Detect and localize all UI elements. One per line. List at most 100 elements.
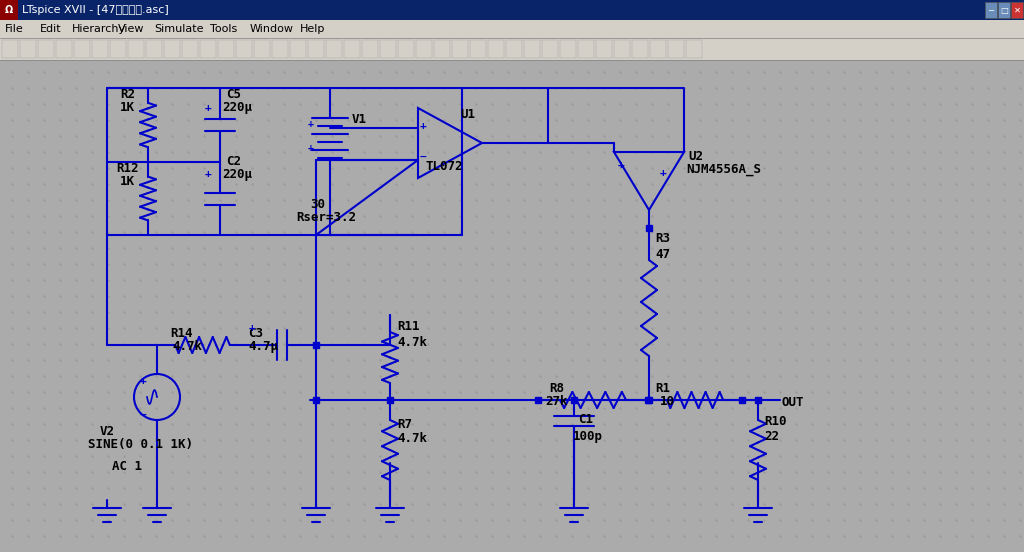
Text: +: +	[205, 103, 212, 113]
Text: C2: C2	[226, 155, 241, 168]
Text: Rser=3.2: Rser=3.2	[296, 211, 356, 224]
Text: 4.7μ: 4.7μ	[248, 340, 278, 353]
Bar	[254, 40, 270, 58]
Text: 22: 22	[764, 430, 779, 443]
Text: 30: 30	[310, 198, 325, 211]
Bar	[560, 40, 575, 58]
Text: Window: Window	[250, 24, 294, 34]
Text: −: −	[140, 410, 146, 420]
Bar	[470, 40, 486, 58]
Text: View: View	[118, 24, 144, 34]
Bar	[398, 40, 414, 58]
Bar	[614, 40, 630, 58]
Text: 27k: 27k	[545, 395, 567, 408]
Bar	[542, 40, 558, 58]
Bar	[0, 60, 1024, 552]
Text: TL072: TL072	[426, 160, 464, 173]
Text: OUT: OUT	[782, 396, 805, 409]
Text: +: +	[308, 143, 314, 153]
Text: AC 1: AC 1	[112, 460, 142, 473]
Text: Ω: Ω	[5, 5, 13, 15]
Bar	[92, 40, 108, 58]
Text: Edit: Edit	[40, 24, 61, 34]
Text: 4.7k: 4.7k	[397, 336, 427, 349]
Text: +: +	[660, 168, 667, 178]
Text: C3: C3	[248, 327, 263, 340]
Text: 10: 10	[660, 395, 675, 408]
Bar	[524, 40, 540, 58]
Text: +: +	[249, 323, 256, 333]
Bar	[1011, 2, 1023, 18]
Text: NJM4556A_S: NJM4556A_S	[686, 163, 761, 176]
Bar	[326, 40, 342, 58]
Bar	[128, 40, 144, 58]
Bar	[650, 40, 666, 58]
Bar	[56, 40, 72, 58]
Text: +: +	[205, 169, 212, 179]
Bar	[416, 40, 432, 58]
Text: Simulate: Simulate	[154, 24, 204, 34]
Bar	[0, 20, 1024, 38]
Text: R1: R1	[655, 382, 670, 395]
Bar	[218, 40, 234, 58]
Text: ✕: ✕	[1014, 6, 1021, 14]
Text: □: □	[1000, 6, 1008, 14]
Text: Help: Help	[300, 24, 326, 34]
Text: 1K: 1K	[120, 101, 135, 114]
Text: +: +	[618, 160, 625, 170]
Bar	[290, 40, 306, 58]
Text: LTspice XVII - [47アンプ改.asc]: LTspice XVII - [47アンプ改.asc]	[22, 5, 169, 15]
Bar	[200, 40, 216, 58]
Text: −: −	[420, 152, 427, 162]
Text: 47: 47	[655, 248, 670, 261]
Bar	[434, 40, 450, 58]
Text: 1K: 1K	[120, 175, 135, 188]
Text: Tools: Tools	[210, 24, 238, 34]
Bar	[632, 40, 648, 58]
Bar	[998, 2, 1010, 18]
Bar	[596, 40, 612, 58]
Text: R2: R2	[120, 88, 135, 101]
Bar	[686, 40, 702, 58]
Text: U1: U1	[460, 108, 475, 121]
Text: U2: U2	[688, 150, 703, 163]
Bar	[344, 40, 360, 58]
Text: 4.7k: 4.7k	[397, 432, 427, 445]
Bar	[0, 0, 1024, 20]
Bar	[308, 40, 324, 58]
Text: SINE(0 0.1 1K): SINE(0 0.1 1K)	[88, 438, 193, 451]
Text: R12: R12	[116, 162, 138, 175]
Bar	[236, 40, 252, 58]
Text: File: File	[5, 24, 24, 34]
Bar	[38, 40, 54, 58]
Bar	[0, 0, 18, 20]
Bar	[668, 40, 684, 58]
Bar	[146, 40, 162, 58]
Text: Hierarchy: Hierarchy	[72, 24, 126, 34]
Text: R7: R7	[397, 418, 412, 431]
Text: R11: R11	[397, 320, 420, 333]
Text: 4.7k: 4.7k	[172, 340, 202, 353]
Text: 220μ: 220μ	[222, 168, 252, 181]
Text: 100p: 100p	[573, 430, 603, 443]
Bar	[110, 40, 126, 58]
Bar	[2, 40, 18, 58]
Bar	[182, 40, 198, 58]
Bar	[20, 40, 36, 58]
Bar	[272, 40, 288, 58]
Bar	[362, 40, 378, 58]
Text: +: +	[420, 121, 427, 131]
Text: R8: R8	[549, 382, 564, 395]
Text: +: +	[140, 376, 146, 386]
Text: R14: R14	[170, 327, 193, 340]
Text: ─: ─	[988, 6, 993, 14]
Bar	[380, 40, 396, 58]
Text: R3: R3	[655, 232, 670, 245]
Text: V1: V1	[352, 113, 367, 126]
Bar	[164, 40, 180, 58]
Text: R10: R10	[764, 415, 786, 428]
Text: 220μ: 220μ	[222, 101, 252, 114]
Bar	[452, 40, 468, 58]
Bar	[985, 2, 997, 18]
Bar	[74, 40, 90, 58]
